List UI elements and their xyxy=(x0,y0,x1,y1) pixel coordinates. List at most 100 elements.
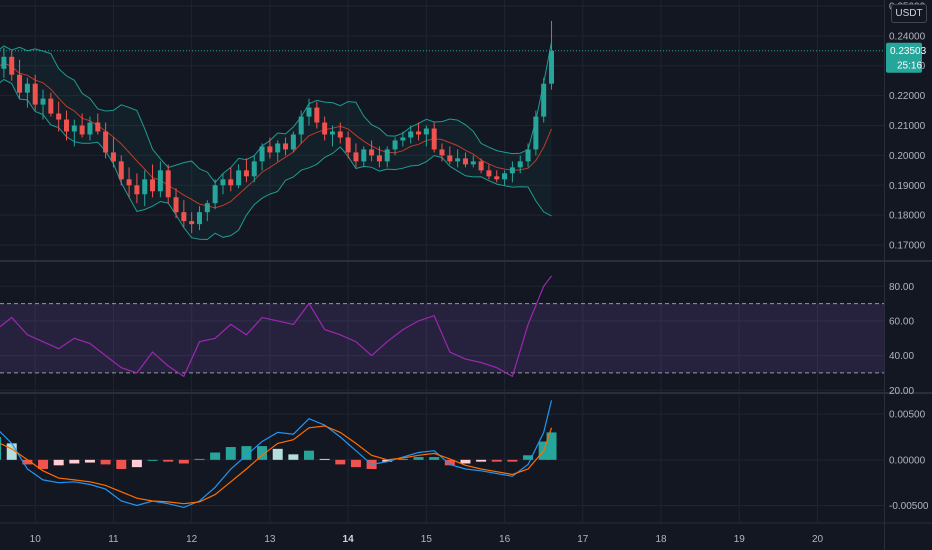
candle-body xyxy=(103,131,109,153)
candle-body xyxy=(353,152,359,162)
candle-body xyxy=(392,140,398,150)
macd-tick-label: 0.00000 xyxy=(889,455,926,466)
price-tick-label: 0.21000 xyxy=(889,121,926,132)
macd-histogram-bar xyxy=(22,459,33,465)
candle-body xyxy=(502,173,508,180)
candle-body xyxy=(9,56,15,75)
candle-body xyxy=(517,161,523,168)
candle-body xyxy=(228,179,234,186)
rsi-tick-label: 40.00 xyxy=(889,351,914,362)
rsi-tick-label: 80.00 xyxy=(889,282,914,293)
rsi-band xyxy=(0,303,884,373)
signal-line xyxy=(0,425,553,505)
candle-body xyxy=(376,155,382,162)
countdown-label: 25:16 xyxy=(897,61,922,72)
candle-body xyxy=(251,161,257,177)
currency-unit-button[interactable]: USDT xyxy=(891,4,927,23)
price-pane[interactable] xyxy=(0,20,884,241)
bollinger-upper xyxy=(0,41,552,184)
candle-body xyxy=(455,158,461,162)
macd-histogram-bar xyxy=(84,459,95,463)
time-tick-label: 15 xyxy=(421,534,433,545)
candle-body xyxy=(134,185,140,195)
macd-histogram-bar xyxy=(523,455,534,460)
candle-body xyxy=(173,197,179,213)
candle-body xyxy=(384,149,390,162)
candle-body xyxy=(220,179,226,186)
candle-body xyxy=(494,176,500,180)
macd-histogram-bar xyxy=(210,452,221,460)
rsi-tick-label: 60.00 xyxy=(889,316,914,327)
price-tick-label: 0.24000 xyxy=(889,31,926,42)
rsi-tick-label: 20.00 xyxy=(889,386,914,397)
candle-body xyxy=(400,137,406,141)
time-tick-label: 11 xyxy=(108,534,119,545)
macd-pane[interactable] xyxy=(0,400,557,509)
macd-histogram-bar xyxy=(397,458,408,460)
time-scale[interactable]: 10 11 12 13 14 15 16 17 18 19 20 xyxy=(30,534,824,545)
macd-histogram-bar xyxy=(100,459,111,465)
macd-line xyxy=(0,400,553,509)
candle-body xyxy=(165,170,171,198)
macd-histogram-bar xyxy=(304,450,315,460)
candle-body xyxy=(17,74,23,93)
candle-body xyxy=(71,125,77,132)
candle-body xyxy=(306,107,312,117)
time-tick-label: 13 xyxy=(264,534,276,545)
candle-body xyxy=(212,185,218,204)
candle-body xyxy=(95,122,101,132)
macd-histogram-bar xyxy=(194,458,205,460)
macd-histogram-bar xyxy=(38,459,49,469)
candle-body xyxy=(361,149,367,162)
candle-body xyxy=(63,119,69,132)
time-tick-label: 20 xyxy=(812,534,824,545)
time-tick-label: 17 xyxy=(577,534,589,545)
price-tick-label: 0.20000 xyxy=(889,151,926,162)
candle-body xyxy=(509,167,515,174)
candle-body xyxy=(142,179,148,195)
candle-body xyxy=(408,131,414,138)
candle-body xyxy=(462,158,468,165)
candle-body xyxy=(298,116,304,135)
candle-body xyxy=(541,83,547,117)
price-tick-label: 0.19000 xyxy=(889,181,926,192)
macd-histogram-bar xyxy=(225,447,236,460)
candle-body xyxy=(369,149,375,156)
candle-body xyxy=(48,98,54,114)
candle-body xyxy=(322,122,328,135)
candle-body xyxy=(470,161,476,165)
last-price-label: 0.23503 xyxy=(890,46,927,57)
candle-body xyxy=(110,152,116,162)
grid-lines xyxy=(0,0,884,522)
price-tick-label: 0.18000 xyxy=(889,211,926,222)
candle-body xyxy=(181,212,187,222)
macd-histogram-bar xyxy=(288,454,299,460)
macd-histogram-bar xyxy=(53,459,64,466)
candle-body xyxy=(431,128,437,150)
macd-histogram-bar xyxy=(444,459,455,466)
macd-histogram-bar xyxy=(178,459,189,464)
macd-tick-label: -0.00500 xyxy=(889,501,929,512)
time-tick-label: 10 xyxy=(30,534,42,545)
candle-body xyxy=(189,221,195,225)
candle-body xyxy=(525,149,531,162)
macd-histogram-bar xyxy=(507,459,518,462)
price-tick-label: 0.22000 xyxy=(889,91,926,102)
candle-body xyxy=(79,125,85,135)
macd-histogram-bar xyxy=(413,457,424,460)
rsi-pane[interactable] xyxy=(0,275,884,378)
candle-body xyxy=(337,131,343,138)
macd-histogram-bar xyxy=(163,459,174,462)
macd-histogram-bar xyxy=(429,457,440,460)
macd-histogram-bar xyxy=(382,459,393,462)
price-tick-label: 0.17000 xyxy=(889,241,926,252)
candle-body xyxy=(196,212,202,225)
candle-body xyxy=(416,131,422,135)
rsi-line xyxy=(0,275,552,378)
candle-body xyxy=(478,161,484,171)
candle-body xyxy=(533,116,539,150)
candle-body xyxy=(447,155,453,162)
candle-body xyxy=(1,56,7,69)
